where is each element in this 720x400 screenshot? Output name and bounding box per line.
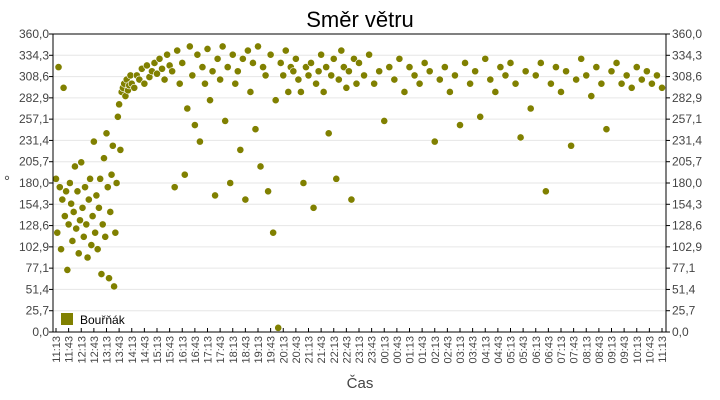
x-tick-label: 14:13 <box>127 336 139 364</box>
x-tick-label: 06:43 <box>543 336 555 364</box>
y-axis-label: ° <box>4 173 10 190</box>
y-axis-right-ticks: 0,0 25,7 51,4 77,1 102,9 128,6 154,3 180,0 205,7… <box>666 27 702 339</box>
x-tick-label: 23:43 <box>367 336 379 364</box>
y-axis-left-ticks: 0,0 25,7 51,4 77,1 102,9 128,6 154,3 180,0 205,7… <box>19 27 53 339</box>
x-tick-label: 22:13 <box>329 336 341 364</box>
y-tick-label: 231,4 <box>19 133 49 147</box>
y-tick-label: 154,3 <box>19 197 49 211</box>
x-tick-label: 08:43 <box>594 336 606 364</box>
x-tick-label: 12:13 <box>76 336 88 364</box>
x-tick-label: 21:13 <box>304 336 316 364</box>
y-tick-label: 334,3 <box>672 48 702 62</box>
x-tick-label: 09:43 <box>619 336 631 364</box>
x-tick-label: 17:43 <box>215 336 227 364</box>
y-tick-label: 360,0 <box>19 27 49 41</box>
x-tick-label: 05:43 <box>518 336 530 364</box>
x-tick-label: 18:13 <box>228 336 240 364</box>
x-tick-label: 07:43 <box>569 336 581 364</box>
x-tick-label: 22:43 <box>341 336 353 364</box>
x-tick-label: 06:13 <box>531 336 543 364</box>
y-tick-label: 282,9 <box>672 91 702 105</box>
x-tick-label: 01:13 <box>405 336 417 364</box>
y-tick-label: 205,7 <box>672 155 702 169</box>
x-axis-ticks: 11:13 11:43 12:13 12:43 13:13 13:43 14:13 14:43… <box>51 328 669 364</box>
y-tick-label: 205,7 <box>19 155 49 169</box>
y-tick-label: 282,9 <box>19 91 49 105</box>
x-tick-label: 07:13 <box>556 336 568 364</box>
x-tick-label: 17:13 <box>203 336 215 364</box>
x-tick-label: 02:13 <box>430 336 442 364</box>
x-tick-label: 09:13 <box>607 336 619 364</box>
plot-frame <box>52 33 667 333</box>
y-tick-label: 334,3 <box>19 48 49 62</box>
x-tick-label: 10:43 <box>644 336 656 364</box>
y-tick-label: 25,7 <box>672 304 696 318</box>
x-tick-label: 20:13 <box>278 336 290 364</box>
legend-label: Bouřňák <box>80 313 126 327</box>
y-tick-label: 102,9 <box>672 240 702 254</box>
x-tick-label: 02:43 <box>442 336 454 364</box>
y-tick-label: 180,0 <box>19 176 49 190</box>
x-tick-label: 13:13 <box>102 336 114 364</box>
grid-lines <box>53 54 666 312</box>
y-tick-label: 77,1 <box>672 261 696 275</box>
x-tick-label: 11:13 <box>51 336 63 363</box>
y-tick-label: 25,7 <box>26 304 50 318</box>
y-tick-label: 0,0 <box>32 325 49 339</box>
x-tick-label: 10:13 <box>632 336 644 364</box>
x-tick-label: 12:43 <box>89 336 101 364</box>
x-tick-label: 19:13 <box>253 336 265 364</box>
x-tick-label: 04:43 <box>493 336 505 364</box>
x-tick-label: 05:13 <box>506 336 518 364</box>
y-tick-label: 360,0 <box>672 27 702 41</box>
legend: Bouřňák <box>61 313 126 327</box>
x-tick-label: 04:13 <box>480 336 492 364</box>
y-tick-label: 0,0 <box>672 325 689 339</box>
x-tick-label: 00:13 <box>379 336 391 364</box>
x-tick-label: 14:43 <box>139 336 151 364</box>
y-tick-label: 128,6 <box>672 219 702 233</box>
x-tick-label: 11:13 <box>657 336 669 363</box>
legend-swatch <box>61 313 73 325</box>
x-tick-label: 03:13 <box>455 336 467 364</box>
y-tick-label: 257,1 <box>19 112 49 126</box>
x-tick-label: 15:13 <box>152 336 164 364</box>
y-tick-label: 308,6 <box>672 70 702 84</box>
data-points <box>52 42 666 332</box>
x-tick-label: 00:43 <box>392 336 404 364</box>
x-tick-label: 20:43 <box>291 336 303 364</box>
y-tick-label: 102,9 <box>19 240 49 254</box>
y-tick-label: 77,1 <box>26 261 50 275</box>
y-tick-label: 51,4 <box>26 282 50 296</box>
chart-title: Směr větru <box>306 7 414 32</box>
x-tick-label: 11:43 <box>64 336 76 363</box>
y-tick-label: 231,4 <box>672 133 702 147</box>
x-tick-label: 08:13 <box>581 336 593 364</box>
y-tick-label: 180,0 <box>672 176 702 190</box>
x-tick-label: 01:43 <box>417 336 429 364</box>
x-tick-label: 16:43 <box>190 336 202 364</box>
x-tick-label: 21:43 <box>316 336 328 364</box>
x-tick-label: 23:13 <box>354 336 366 364</box>
x-tick-label: 03:43 <box>468 336 480 364</box>
x-tick-label: 16:13 <box>177 336 189 364</box>
x-axis-label: Čas <box>347 375 374 392</box>
x-tick-label: 15:43 <box>165 336 177 364</box>
y-tick-label: 308,6 <box>19 70 49 84</box>
x-tick-label: 19:43 <box>266 336 278 364</box>
y-tick-label: 257,1 <box>672 112 702 126</box>
y-tick-label: 128,6 <box>19 219 49 233</box>
x-tick-label: 13:43 <box>114 336 126 364</box>
y-tick-label: 154,3 <box>672 197 702 211</box>
y-tick-label: 51,4 <box>672 282 696 296</box>
x-tick-label: 18:43 <box>240 336 252 364</box>
